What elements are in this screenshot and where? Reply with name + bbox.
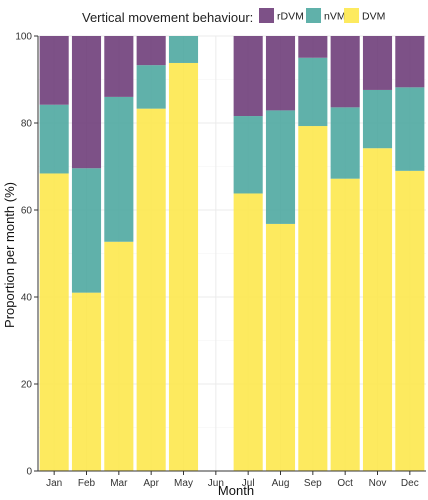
bar-dvm-oct <box>330 178 360 471</box>
bar-nvm-jan <box>39 104 69 174</box>
legend-title: Vertical movement behaviour: <box>82 10 253 25</box>
y-tick-label: 60 <box>21 206 33 217</box>
x-tick-label-jul: Jul <box>242 478 255 489</box>
plot-area: 0 20 40 60 80 100 Jan Feb Mar Apr May Jun Jul Aug Sep O… <box>15 32 426 489</box>
bar-dvm-jan <box>39 173 69 471</box>
bar-nvm-feb <box>71 168 102 293</box>
x-tick-label-feb: Feb <box>78 478 96 489</box>
axes: 0 20 40 60 80 100 Jan Feb Mar Apr May Jun Jul Aug Sep O… <box>15 32 426 489</box>
y-tick-label: 20 <box>21 380 33 391</box>
bar-dvm-may <box>168 62 199 471</box>
bar-nvm-jul <box>233 116 263 194</box>
bar-nvm-apr <box>136 65 166 109</box>
x-tick-label-oct: Oct <box>337 478 353 489</box>
bar-rdvm-feb <box>71 36 102 169</box>
bar-dvm-jul <box>233 193 263 471</box>
x-tick-label-dec: Dec <box>401 478 419 489</box>
x-tick-label-jun: Jun <box>208 478 224 489</box>
legend-swatch-rdvm <box>259 8 274 23</box>
legend-label-dvm: DVM <box>362 11 385 23</box>
legend-swatch-dvm <box>344 8 359 23</box>
bar-dvm-feb <box>71 292 102 471</box>
bar-rdvm-dec <box>395 36 425 88</box>
bar-dvm-apr <box>136 108 166 472</box>
y-tick-label: 100 <box>15 32 32 43</box>
bar-dvm-dec <box>395 170 425 471</box>
bar-dvm-aug <box>265 223 296 471</box>
bar-nvm-dec <box>395 87 425 171</box>
legend-label-rdvm: rDVM <box>277 11 304 23</box>
y-tick-label: 40 <box>21 293 33 304</box>
bar-rdvm-nov <box>362 36 393 90</box>
y-tick-label: 80 <box>21 119 33 130</box>
x-tick-label-mar: Mar <box>110 478 128 489</box>
x-tick-label-jan: Jan <box>46 478 62 489</box>
x-tick-label-apr: Apr <box>143 478 159 489</box>
legend-label-nvm: nVM <box>324 11 346 23</box>
bar-dvm-mar <box>104 241 134 471</box>
bar-nvm-oct <box>330 107 360 179</box>
bar-rdvm-mar <box>104 36 134 97</box>
x-tick-label-aug: Aug <box>272 478 290 489</box>
bar-rdvm-jan <box>39 36 69 105</box>
bar-rdvm-sep <box>298 36 328 58</box>
bar-dvm-nov <box>362 148 393 472</box>
bars <box>39 36 425 472</box>
bar-nvm-nov <box>362 89 393 149</box>
x-tick-label-sep: Sep <box>304 478 322 489</box>
bar-rdvm-aug <box>265 36 296 111</box>
bar-nvm-may <box>168 36 199 63</box>
legend-items: rDVM nVM DVM <box>259 8 385 23</box>
legend-swatch-nvm <box>306 8 321 23</box>
bar-dvm-sep <box>298 126 328 472</box>
bar-nvm-mar <box>104 96 134 242</box>
bar-rdvm-jul <box>233 36 263 117</box>
bar-rdvm-oct <box>330 36 360 108</box>
x-tick-label-may: May <box>174 478 193 489</box>
x-axis-title: Month <box>218 483 254 498</box>
bar-nvm-sep <box>298 57 328 127</box>
y-tick-label: 0 <box>26 467 32 478</box>
x-tick-label-nov: Nov <box>369 478 387 489</box>
y-axis-title: Proportion per month (%) <box>2 182 17 328</box>
bar-nvm-aug <box>265 110 296 224</box>
legend: Vertical movement behaviour: rDVM nVM DVM <box>82 8 385 25</box>
bar-rdvm-apr <box>136 36 166 66</box>
